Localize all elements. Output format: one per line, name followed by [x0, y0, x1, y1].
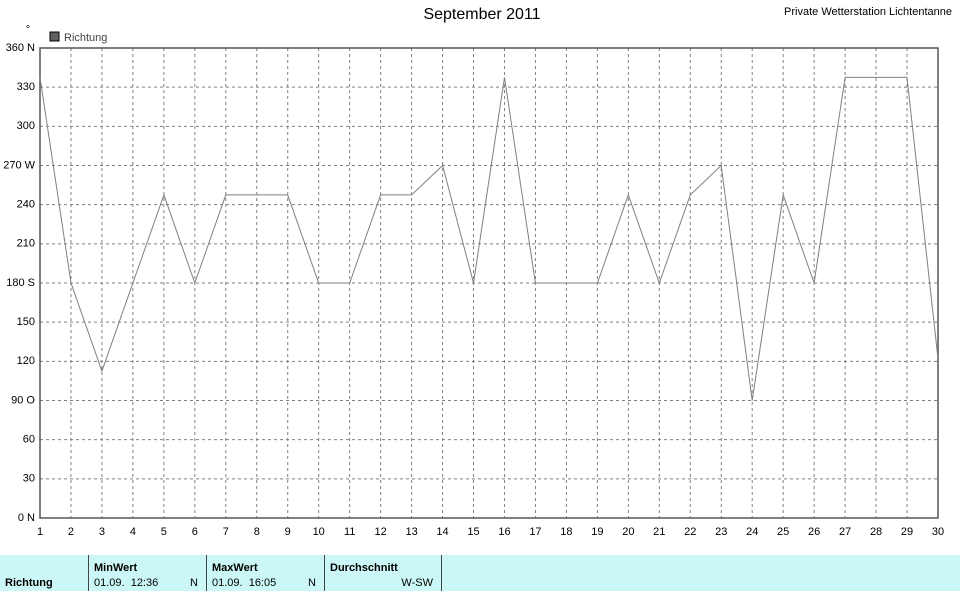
y-tick-label: 210 — [17, 238, 35, 250]
x-tick-label: 22 — [684, 526, 696, 538]
x-tick-label: 2 — [68, 526, 74, 538]
x-tick-label: 24 — [746, 526, 758, 538]
y-tick-label: 60 — [23, 434, 35, 446]
x-tick-label: 25 — [777, 526, 789, 538]
date: 01.09. 12:36 — [94, 577, 159, 589]
value: W-SW — [401, 577, 433, 589]
x-tick-label: 5 — [161, 526, 167, 538]
row-label-cell: Richtung — [0, 555, 88, 591]
chart: September 2011 Private Wetterstation Lic… — [3, 6, 952, 538]
value: N — [190, 577, 198, 589]
y-tick-label: 150 — [17, 316, 35, 328]
header: Durchschnitt — [330, 562, 398, 574]
x-tick-label: 15 — [467, 526, 479, 538]
x-tick-label: 26 — [808, 526, 820, 538]
y-tick-label: 30 — [23, 473, 35, 485]
avg-cell: Durchschnitt W-SW — [324, 555, 442, 591]
x-tick-label: 17 — [529, 526, 541, 538]
x-tick-label: 30 — [932, 526, 944, 538]
x-tick-label: 1 — [37, 526, 43, 538]
x-tick-label: 13 — [405, 526, 417, 538]
x-tick-label: 12 — [374, 526, 386, 538]
x-tick-label: 10 — [313, 526, 325, 538]
x-tick-label: 9 — [285, 526, 291, 538]
y-tick-label: 270 W — [3, 159, 35, 171]
y-tick-label: 120 — [17, 355, 35, 367]
x-tick-label: 8 — [254, 526, 260, 538]
x-tick-label: 16 — [498, 526, 510, 538]
legend-label: Richtung — [64, 32, 107, 44]
x-tick-label: 20 — [622, 526, 634, 538]
min-cell: MinWert 01.09. 12:36 N — [88, 555, 206, 591]
x-tick-label: 3 — [99, 526, 105, 538]
x-tick-label: 7 — [223, 526, 229, 538]
x-tick-label: 21 — [653, 526, 665, 538]
plot-frame — [39, 47, 939, 519]
y-tick-label: 90 O — [11, 394, 35, 406]
y-tick-label: 330 — [17, 81, 35, 93]
header: MinWert — [94, 562, 138, 574]
x-tick-label: 27 — [839, 526, 851, 538]
x-tick-label: 23 — [715, 526, 727, 538]
chart-title: September 2011 — [423, 6, 540, 23]
data-line — [39, 76, 939, 401]
max-cell: MaxWert 01.09. 16:05 N — [206, 555, 324, 591]
y-tick-label: 300 — [17, 120, 35, 132]
y-tick-label: 360 N — [6, 42, 35, 54]
x-tick-label: 28 — [870, 526, 882, 538]
y-axis-label: ° — [26, 24, 30, 36]
value: N — [308, 577, 316, 589]
x-tick-label: 6 — [192, 526, 198, 538]
legend-swatch — [49, 31, 60, 42]
x-tick-label: 4 — [130, 526, 136, 538]
y-tick-label: 240 — [17, 199, 35, 211]
row-label: Richtung — [5, 577, 53, 589]
x-tick-label: 14 — [436, 526, 448, 538]
x-tick-label: 11 — [344, 526, 355, 538]
chart-subtitle: Private Wetterstation Lichtentanne — [784, 6, 952, 18]
header: MaxWert — [212, 562, 258, 574]
x-tick-label: 18 — [560, 526, 572, 538]
date: 01.09. 16:05 — [212, 577, 277, 589]
stats-table: Richtung MinWert 01.09. 12:36 N MaxWert … — [0, 555, 960, 591]
x-tick-label: 19 — [591, 526, 603, 538]
x-tick-label: 29 — [901, 526, 913, 538]
y-tick-label: 0 N — [18, 512, 35, 524]
y-tick-label: 180 S — [6, 277, 35, 289]
